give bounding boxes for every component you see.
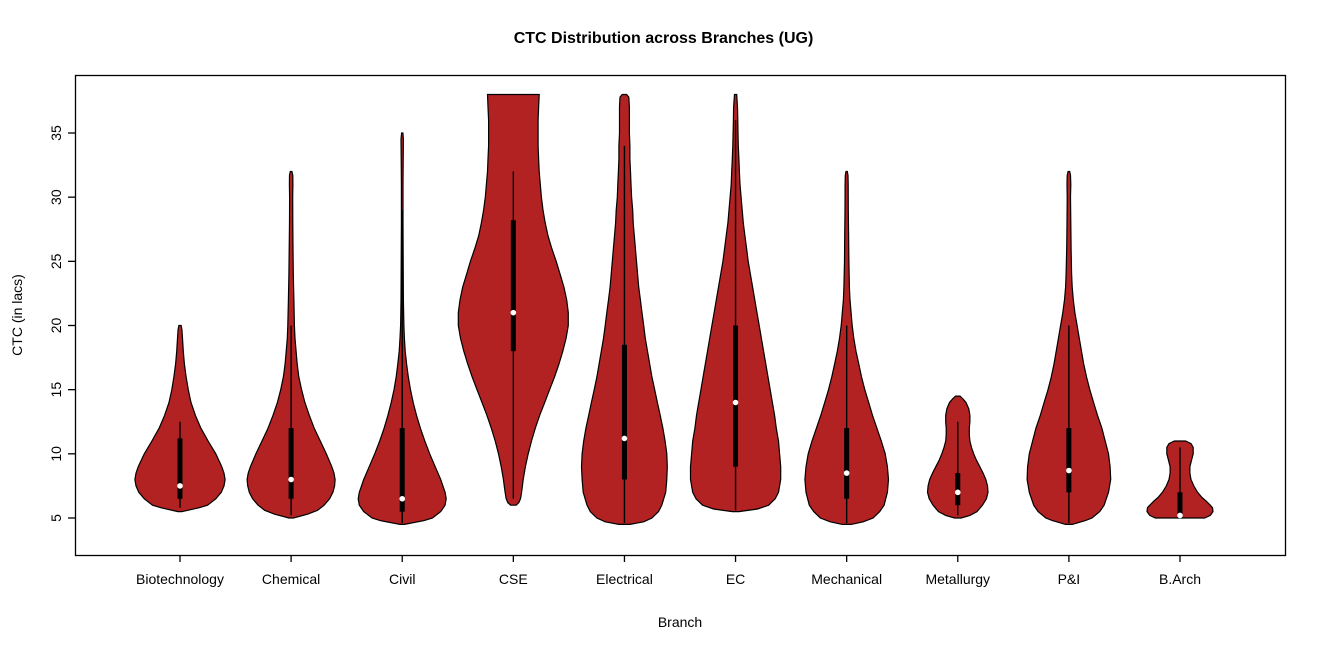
median-dot (732, 399, 739, 406)
x-tick-label: CSE (499, 571, 528, 587)
median-dot (1066, 467, 1072, 474)
plot-box (74, 74, 1287, 557)
x-axis-title: Branch (658, 614, 702, 630)
y-tick-label: 15 (48, 382, 64, 398)
x-tick-label: P&I (1058, 571, 1081, 587)
x-tick-label: Metallurgy (925, 571, 990, 587)
y-tick-label: 20 (48, 318, 64, 334)
x-tick-label: Electrical (596, 571, 653, 587)
violin-shape-0 (134, 324, 226, 513)
y-tick-label: 5 (48, 514, 64, 522)
median-dot (843, 470, 850, 476)
y-tick-label: 10 (48, 446, 64, 462)
median-dot (1177, 512, 1183, 519)
median-dot (399, 495, 406, 502)
x-tick-label: Civil (389, 571, 415, 587)
median-dot (621, 435, 628, 442)
y-tick-label: 30 (48, 189, 64, 205)
x-tick-label: EC (726, 571, 745, 587)
chart-title: CTC Distribution across Branches (UG) (513, 30, 814, 47)
x-tick-label: Mechanical (811, 571, 882, 587)
median-dot (954, 489, 961, 496)
y-axis-title: CTC (in lacs) (9, 274, 25, 356)
x-tick-label: Chemical (262, 571, 320, 587)
median-dot (288, 476, 294, 483)
x-tick-label: Biotechnology (136, 571, 224, 587)
y-tick-label: 35 (48, 125, 64, 141)
x-tick-label: B.Arch (1159, 571, 1201, 587)
y-tick-label: 25 (48, 253, 64, 269)
median-dot (177, 483, 183, 489)
median-dot (510, 309, 517, 316)
